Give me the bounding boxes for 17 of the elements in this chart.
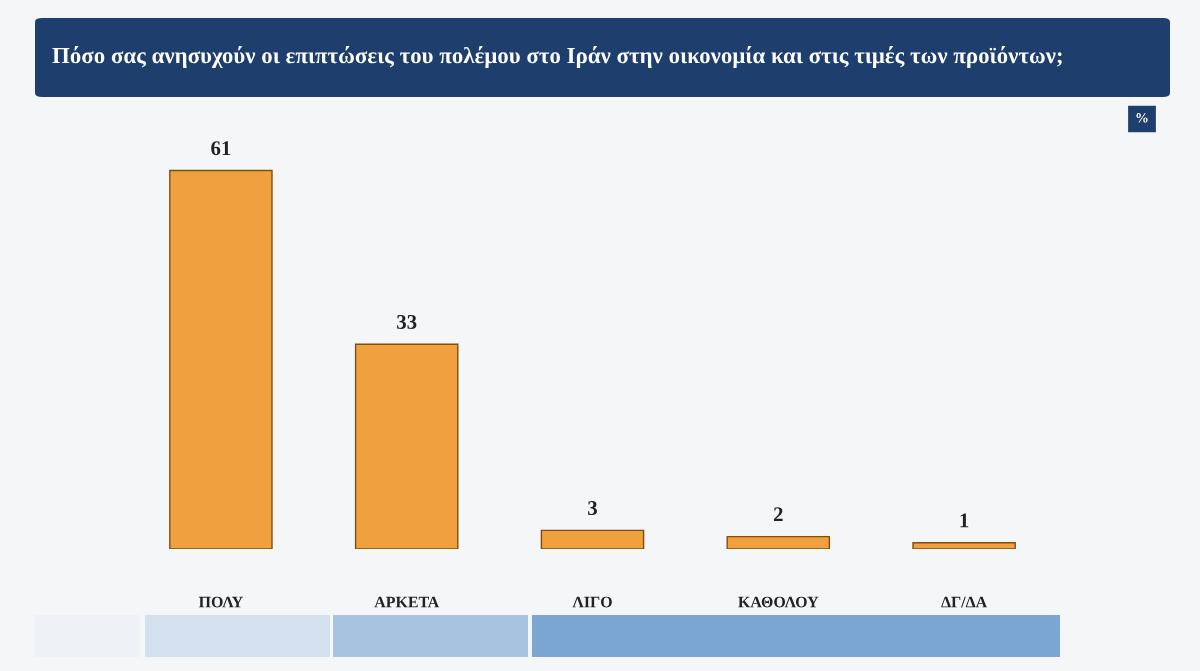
x-tick-label: ΚΑΘΟΛΟΥ bbox=[738, 596, 819, 608]
x-tick-label: ΛΙΓΟ bbox=[572, 596, 612, 608]
bar bbox=[726, 535, 831, 549]
data-label: 2 bbox=[773, 507, 783, 522]
bar bbox=[912, 542, 1016, 549]
text: % bbox=[1136, 113, 1148, 123]
bar bbox=[169, 169, 273, 549]
data-label: 33 bbox=[397, 314, 417, 329]
chart-title: Πόσο σας ανησυχούν οι επιπτώσεις του πολέμου στο Ιράν στην οικονομία και στις τιμές των προϊόντων; bbox=[52, 46, 1062, 68]
x-tick-label: ΔΓ/ΔΑ bbox=[941, 596, 988, 608]
data-label: 3 bbox=[588, 501, 597, 516]
x-tick-label: ΑΡΚΕΤΑ bbox=[374, 596, 440, 608]
bar bbox=[540, 529, 645, 549]
x-tick-label: ΠΟΛΥ bbox=[198, 596, 243, 608]
data-label: 1 bbox=[960, 513, 969, 528]
bar bbox=[354, 343, 459, 549]
data-label: 61 bbox=[211, 141, 231, 156]
